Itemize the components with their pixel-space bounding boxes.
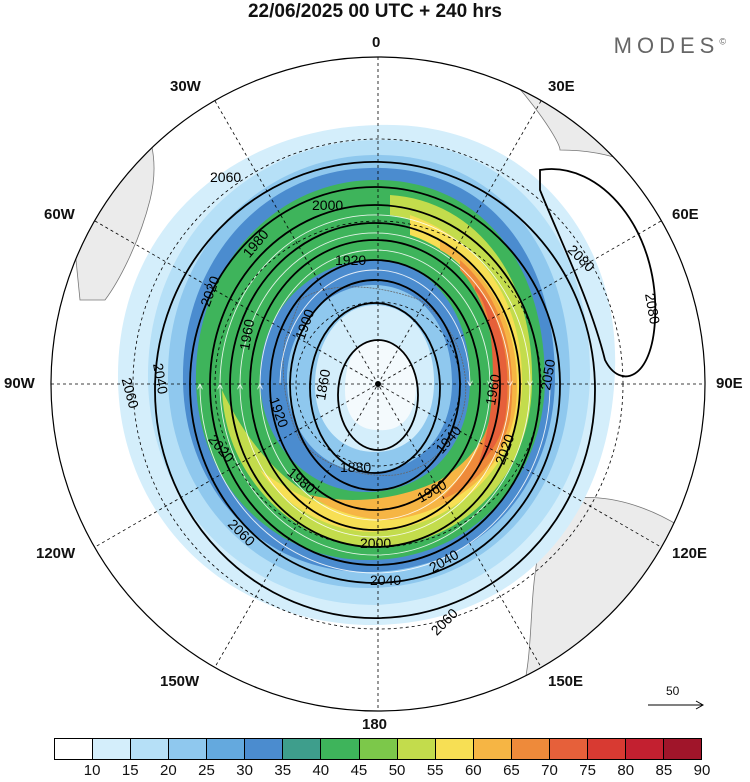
- contour-label: 1920: [335, 252, 366, 268]
- lon-label-30w: 30W: [170, 78, 201, 95]
- reference-vector: 50: [646, 684, 706, 724]
- colorbar-swatch: [93, 739, 132, 759]
- colorbar: [54, 738, 702, 760]
- reference-vector-label: 50: [666, 684, 680, 698]
- colorbar-tick-label: 20: [160, 762, 177, 779]
- page-title: 22/06/2025 00 UTC + 240 hrs: [247, 1, 503, 22]
- contour-label: 2000: [360, 535, 391, 551]
- colorbar-tick-label: 35: [274, 762, 292, 779]
- colorbar-tick-label: 60: [464, 762, 482, 779]
- map-boundary: [50, 56, 706, 712]
- brand-logo: MODES©: [613, 33, 726, 58]
- colorbar-tick-label: 15: [121, 762, 139, 779]
- colorbar-swatch: [587, 739, 626, 759]
- colorbar-tick-label: 40: [312, 762, 330, 779]
- wind-speed-shading: [117, 124, 616, 626]
- contour-label: 2050: [537, 358, 558, 392]
- colorbar-tick-label: 80: [617, 762, 635, 779]
- lon-label-30e: 30E: [548, 78, 575, 95]
- colorbar-swatch: [55, 739, 94, 759]
- colorbar-tick-label: 85: [655, 762, 673, 779]
- contour-label: 2000: [312, 197, 343, 213]
- geopotential-contours: [154, 161, 657, 619]
- colorbar-swatch: [473, 739, 512, 759]
- contour-label: 1960: [482, 373, 503, 407]
- colorbar-tick-label: 75: [579, 762, 596, 779]
- contour-label: 1880: [340, 459, 371, 475]
- colorbar-tick-label: 65: [503, 762, 520, 779]
- lon-label-60w: 60W: [44, 206, 75, 223]
- colorbar-tick-label: 55: [426, 762, 444, 779]
- colorbar-swatch: [664, 739, 702, 759]
- colorbar-swatch: [283, 739, 322, 759]
- contour-label: 1960: [236, 318, 257, 352]
- reference-arrow-icon: [648, 700, 705, 710]
- colorbar-tick-label: 70: [541, 762, 558, 779]
- contour-label: 2060: [119, 376, 143, 410]
- colorbar-swatch: [397, 739, 436, 759]
- antarctica-outline: [282, 286, 467, 476]
- contour-label: 2060: [210, 169, 241, 185]
- colorbar-tick-label: 25: [198, 762, 215, 779]
- colorbar-tick-label: 10: [83, 762, 101, 779]
- pole-marker: [375, 381, 381, 387]
- colorbar-swatch: [625, 739, 664, 759]
- colorbar-tick-label: 45: [350, 762, 368, 779]
- lon-label-180: 180: [362, 716, 388, 733]
- colorbar-tick-label: 90: [693, 762, 711, 779]
- colorbar-swatch: [321, 739, 360, 759]
- contour-label: 1860: [312, 368, 333, 402]
- colorbar-tick-label: 30: [236, 762, 253, 779]
- lon-label-120w: 120W: [36, 545, 76, 562]
- colorbar-swatch: [359, 739, 398, 759]
- colorbar-swatch: [131, 739, 170, 759]
- lon-label-90e: 90E: [716, 375, 743, 392]
- lon-label-150w: 150W: [160, 673, 200, 690]
- colorbar-swatch: [549, 739, 588, 759]
- colorbar-swatch: [245, 739, 284, 759]
- colorbar-swatch: [169, 739, 208, 759]
- lon-label-60e: 60E: [672, 206, 699, 223]
- contour-label: 2040: [150, 362, 171, 396]
- contour-label: 2080: [642, 292, 663, 326]
- colorbar-ticks: 10 15 20 25 30 35 40 45 50 55 60 65 70 75 80 85 90: [0, 762, 750, 782]
- lon-label-90w: 90W: [4, 375, 35, 392]
- polar-map: 2060 2000 1980 2020 1920 1960 1900 1860 …: [50, 56, 706, 712]
- lon-label-0: 0: [372, 34, 381, 51]
- lon-label-120e: 120E: [672, 545, 708, 562]
- contour-label: 2040: [370, 572, 401, 588]
- colorbar-tick-label: 50: [388, 762, 406, 779]
- colorbar-swatch: [435, 739, 474, 759]
- colorbar-swatch: [207, 739, 246, 759]
- lon-label-150e: 150E: [548, 673, 584, 690]
- colorbar-swatch: [511, 739, 550, 759]
